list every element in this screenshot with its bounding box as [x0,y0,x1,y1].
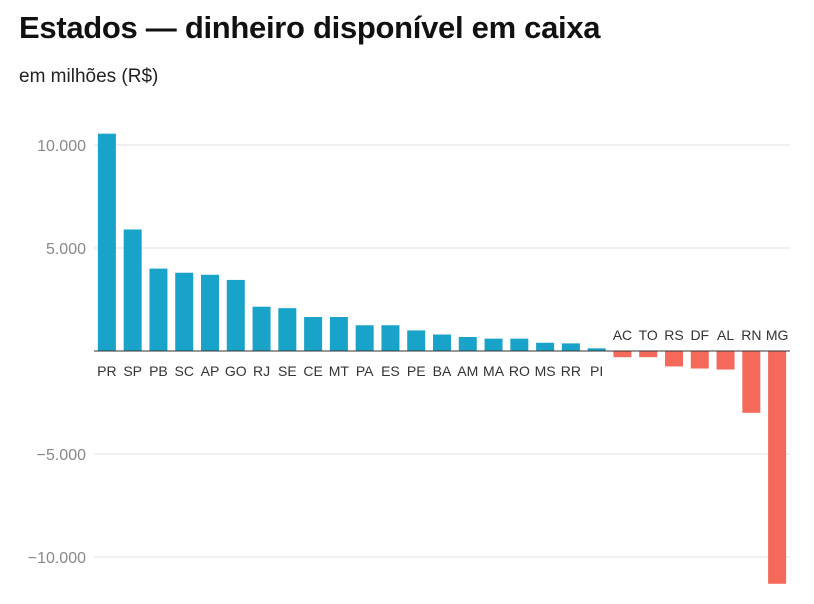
bar-ce [304,317,323,351]
category-label-rr: RR [561,363,581,379]
category-label-pr: PR [97,363,116,379]
bar-am [458,336,477,351]
y-tick-label: 5.000 [46,241,86,258]
category-label-rs: RS [664,327,683,343]
chart-subtitle: em milhões (R$) [19,66,159,87]
category-label-ms: MS [535,363,556,379]
category-label-ma: MA [483,363,505,379]
bar-ms [536,342,555,351]
category-labels: PR SP PB SC AP GO RJ SE CE MT PA ES PE BA AM MA RO MS RR PI… [97,327,788,379]
category-label-pi: PI [590,363,603,379]
category-label-pb: PB [149,363,168,379]
category-label-mt: MT [329,363,350,379]
bar-mt [329,317,348,351]
bar-pr [97,133,116,351]
category-label-mg: MG [766,327,789,343]
bar-sp [123,229,142,351]
category-label-ro: RO [509,363,530,379]
bar-ba [433,334,451,351]
category-label-ac: AC [613,327,632,343]
category-label-ap: AP [201,363,220,379]
bar-sc [175,272,194,351]
category-label-pe: PE [407,363,426,379]
bar-al [716,351,735,370]
bar-df [690,351,709,369]
y-tick-label: −5.000 [37,447,86,464]
category-label-sp: SP [123,363,142,379]
category-label-se: SE [278,363,297,379]
category-label-ce: CE [303,363,322,379]
y-tick-label: −10.000 [28,550,86,567]
bar-go [226,279,245,351]
category-label-am: AM [457,363,478,379]
bars [97,133,787,584]
bar-ap [201,274,219,351]
category-label-df: DF [690,327,709,343]
category-label-go: GO [225,363,247,379]
bar-rr [561,343,580,351]
y-tick-label: 10.000 [37,138,86,155]
category-label-pa: PA [356,363,374,379]
chart-title: Estados — dinheiro disponível em caixa [19,10,601,45]
category-label-rj: RJ [253,363,270,379]
bar-ro [510,338,529,351]
bar-pb [149,268,168,351]
category-label-es: ES [381,363,400,379]
category-label-rn: RN [741,327,761,343]
bar-pe [407,330,426,351]
category-label-to: TO [639,327,658,343]
bar-es [381,325,400,351]
category-label-al: AL [717,327,734,343]
category-label-ba: BA [433,363,452,379]
gridlines [94,144,790,558]
bar-rn [742,351,761,413]
bar-pi [587,348,606,351]
category-label-sc: SC [174,363,193,379]
bar-rj [252,306,271,351]
bar-ac [613,351,632,358]
bar-se [278,308,297,351]
bar-rs [665,351,683,367]
y-axis-ticks: 10.000 5.000 −5.000 −10.000 [28,138,86,567]
bar-pa [355,325,374,351]
bar-mg [768,351,787,584]
bar-ma [484,338,503,351]
bar-to [639,351,658,358]
